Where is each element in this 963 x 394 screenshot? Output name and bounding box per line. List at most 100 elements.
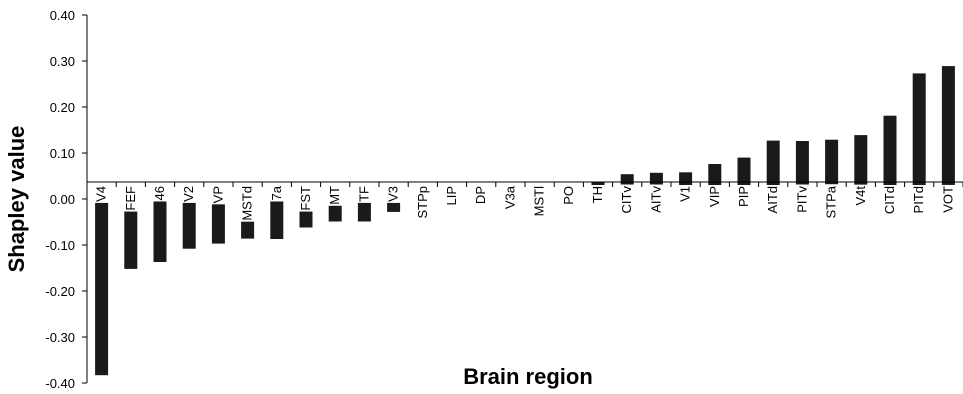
category-label-bg <box>911 185 927 215</box>
category-label: FEF <box>122 184 138 212</box>
bar <box>270 199 284 239</box>
category-label-text: FEF <box>123 186 138 211</box>
bar <box>124 199 138 269</box>
category-label-text: PIP <box>736 186 751 207</box>
category-label: PITd <box>911 185 927 215</box>
bar <box>883 115 897 199</box>
category-label: STPp <box>414 185 430 220</box>
category-label-bg <box>298 184 313 212</box>
category-label: V3a <box>502 184 518 211</box>
category-label-bg <box>648 184 664 214</box>
category-label-text: V4 <box>94 186 109 202</box>
category-label-text: PITd <box>911 186 926 213</box>
category-label-text: VOT <box>940 186 955 213</box>
category-label: PO <box>560 185 576 206</box>
category-label: VOT <box>940 184 956 214</box>
category-label-text: MSTl <box>532 186 547 216</box>
category-label: TH <box>590 185 605 205</box>
category-label-bg <box>531 184 547 218</box>
category-label-text: V4t <box>853 186 868 206</box>
y-tick-label: 0.20 <box>50 100 75 115</box>
category-label-text: V3a <box>502 185 517 209</box>
category-label: AITv <box>648 184 664 214</box>
category-label-bg <box>356 184 372 203</box>
category-label-bg <box>619 184 635 215</box>
category-label: V3 <box>385 185 401 203</box>
category-label: VIP <box>706 185 722 208</box>
bar <box>95 199 109 376</box>
bar-series <box>95 66 955 376</box>
category-label-text: V3 <box>386 186 401 202</box>
category-label-bg <box>706 185 722 208</box>
category-label-text: STPa <box>824 185 839 218</box>
category-label-text: LIP <box>444 186 459 206</box>
bar <box>912 73 926 199</box>
category-label: VP <box>210 185 226 205</box>
category-label: CITd <box>882 185 897 216</box>
category-label-text: CITd <box>882 186 897 214</box>
category-label-bg <box>444 185 459 207</box>
y-tick-label: 0.10 <box>50 146 75 161</box>
category-label-bg <box>940 184 956 214</box>
category-label: TF <box>356 184 372 203</box>
category-label: LIP <box>444 185 459 207</box>
category-label-bg <box>882 185 897 216</box>
category-labels: V4 FEF 46 V2 VP MSTd 7a FST MT TF V3 STPp LIP DP V3a MS… <box>93 184 956 222</box>
category-label-text: AITd <box>765 186 780 213</box>
category-label-bg <box>152 185 167 202</box>
bar <box>825 139 839 199</box>
category-label-bg <box>560 185 576 206</box>
y-axis-title: Shapley value <box>4 126 29 273</box>
y-tick-label: -0.40 <box>45 376 75 391</box>
bar <box>211 199 225 244</box>
category-label-text: V2 <box>181 186 196 202</box>
category-label-text: 46 <box>152 186 167 200</box>
y-tick-label: -0.30 <box>45 330 75 345</box>
y-tick-label: -0.10 <box>45 238 75 253</box>
category-label-text: TH <box>590 186 605 203</box>
category-label-bg <box>794 184 810 214</box>
category-label-bg <box>765 185 781 215</box>
category-label-bg <box>210 185 226 205</box>
category-label-text: MT <box>327 186 342 205</box>
category-label: AITd <box>765 185 781 215</box>
category-label-text: CITv <box>619 186 634 214</box>
category-label-text: VP <box>210 186 225 203</box>
category-label: PITv <box>794 184 810 214</box>
category-label-bg <box>852 184 868 207</box>
category-label: V2 <box>181 185 197 203</box>
category-label-bg <box>122 184 138 212</box>
category-label: MSTd <box>239 185 255 222</box>
category-label-bg <box>823 184 839 220</box>
category-label-text: TF <box>356 186 371 202</box>
category-label: V1 <box>677 185 693 203</box>
category-label: PIP <box>736 185 751 208</box>
bar <box>854 135 868 199</box>
category-label: 7a <box>268 184 284 202</box>
category-label: CITv <box>619 184 635 215</box>
category-label-text: VIP <box>707 186 722 207</box>
category-label-bg <box>502 184 518 211</box>
category-label-bg <box>93 185 109 203</box>
category-label: V4t <box>852 184 868 207</box>
category-label-text: V1 <box>678 186 693 202</box>
category-label-text: DP <box>473 186 488 204</box>
y-tick-label: 0.40 <box>50 8 75 23</box>
y-tick-label: 0.30 <box>50 54 75 69</box>
category-label-text: PO <box>561 186 576 205</box>
y-axis: 0.40 0.30 0.20 0.10 0.00 -0.10 -0.20 -0.30 -0.40 <box>45 8 88 391</box>
category-label: 46 <box>152 185 167 202</box>
category-label-bg <box>268 184 284 202</box>
category-label-bg <box>677 185 693 203</box>
category-label-bg <box>327 184 343 206</box>
bar <box>941 66 955 199</box>
category-label-bg <box>181 185 197 203</box>
category-label-bg <box>414 185 430 220</box>
category-label: DP <box>473 185 489 206</box>
category-label-text: PITv <box>794 186 809 213</box>
bar <box>153 199 167 262</box>
category-label-bg <box>736 185 751 208</box>
bar <box>182 199 196 249</box>
category-label-text: FST <box>298 186 313 211</box>
